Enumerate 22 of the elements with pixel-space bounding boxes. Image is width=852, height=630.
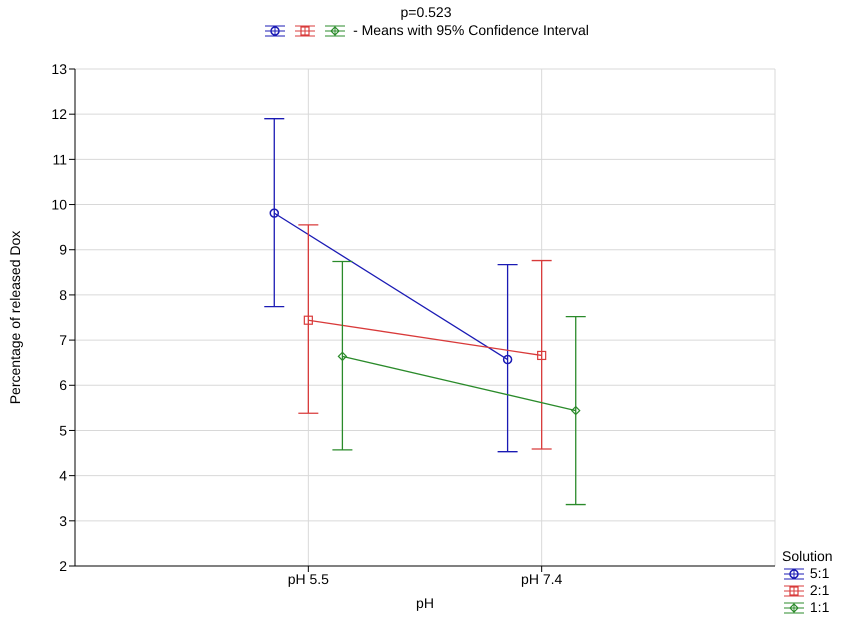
y-tick-label: 7 — [59, 332, 68, 348]
y-tick-label: 4 — [59, 468, 68, 484]
text: - Means with 95% Confidence Interval — [353, 22, 589, 38]
legend-label: 5:1 — [808, 565, 830, 582]
y-tick-label: 10 — [51, 196, 68, 213]
chart-title: p=0.523 — [400, 4, 452, 20]
y-tick-label: 3 — [59, 512, 68, 529]
x-tick-label: pH 7.4 — [521, 570, 563, 587]
y-tick-label: 11 — [52, 151, 68, 168]
legend-title: Solution — [782, 548, 833, 565]
y-tick-label: 12 — [51, 106, 68, 122]
y-tick-label: 6 — [59, 377, 68, 394]
legend-label: 1:1 — [808, 599, 830, 616]
y-tick-label: 9 — [59, 242, 68, 258]
y-tick-label: 5 — [59, 422, 68, 438]
x-tick-label: pH 5.5 — [288, 570, 330, 587]
y-axis-title: Percentage of released Dox — [6, 230, 23, 404]
y-tick-label: 8 — [59, 286, 68, 303]
legend-label: 2:1 — [808, 582, 830, 599]
y-tick-label: 13 — [51, 60, 68, 77]
x-axis-title: pH — [416, 595, 434, 611]
y-tick-label: 2 — [59, 558, 68, 574]
